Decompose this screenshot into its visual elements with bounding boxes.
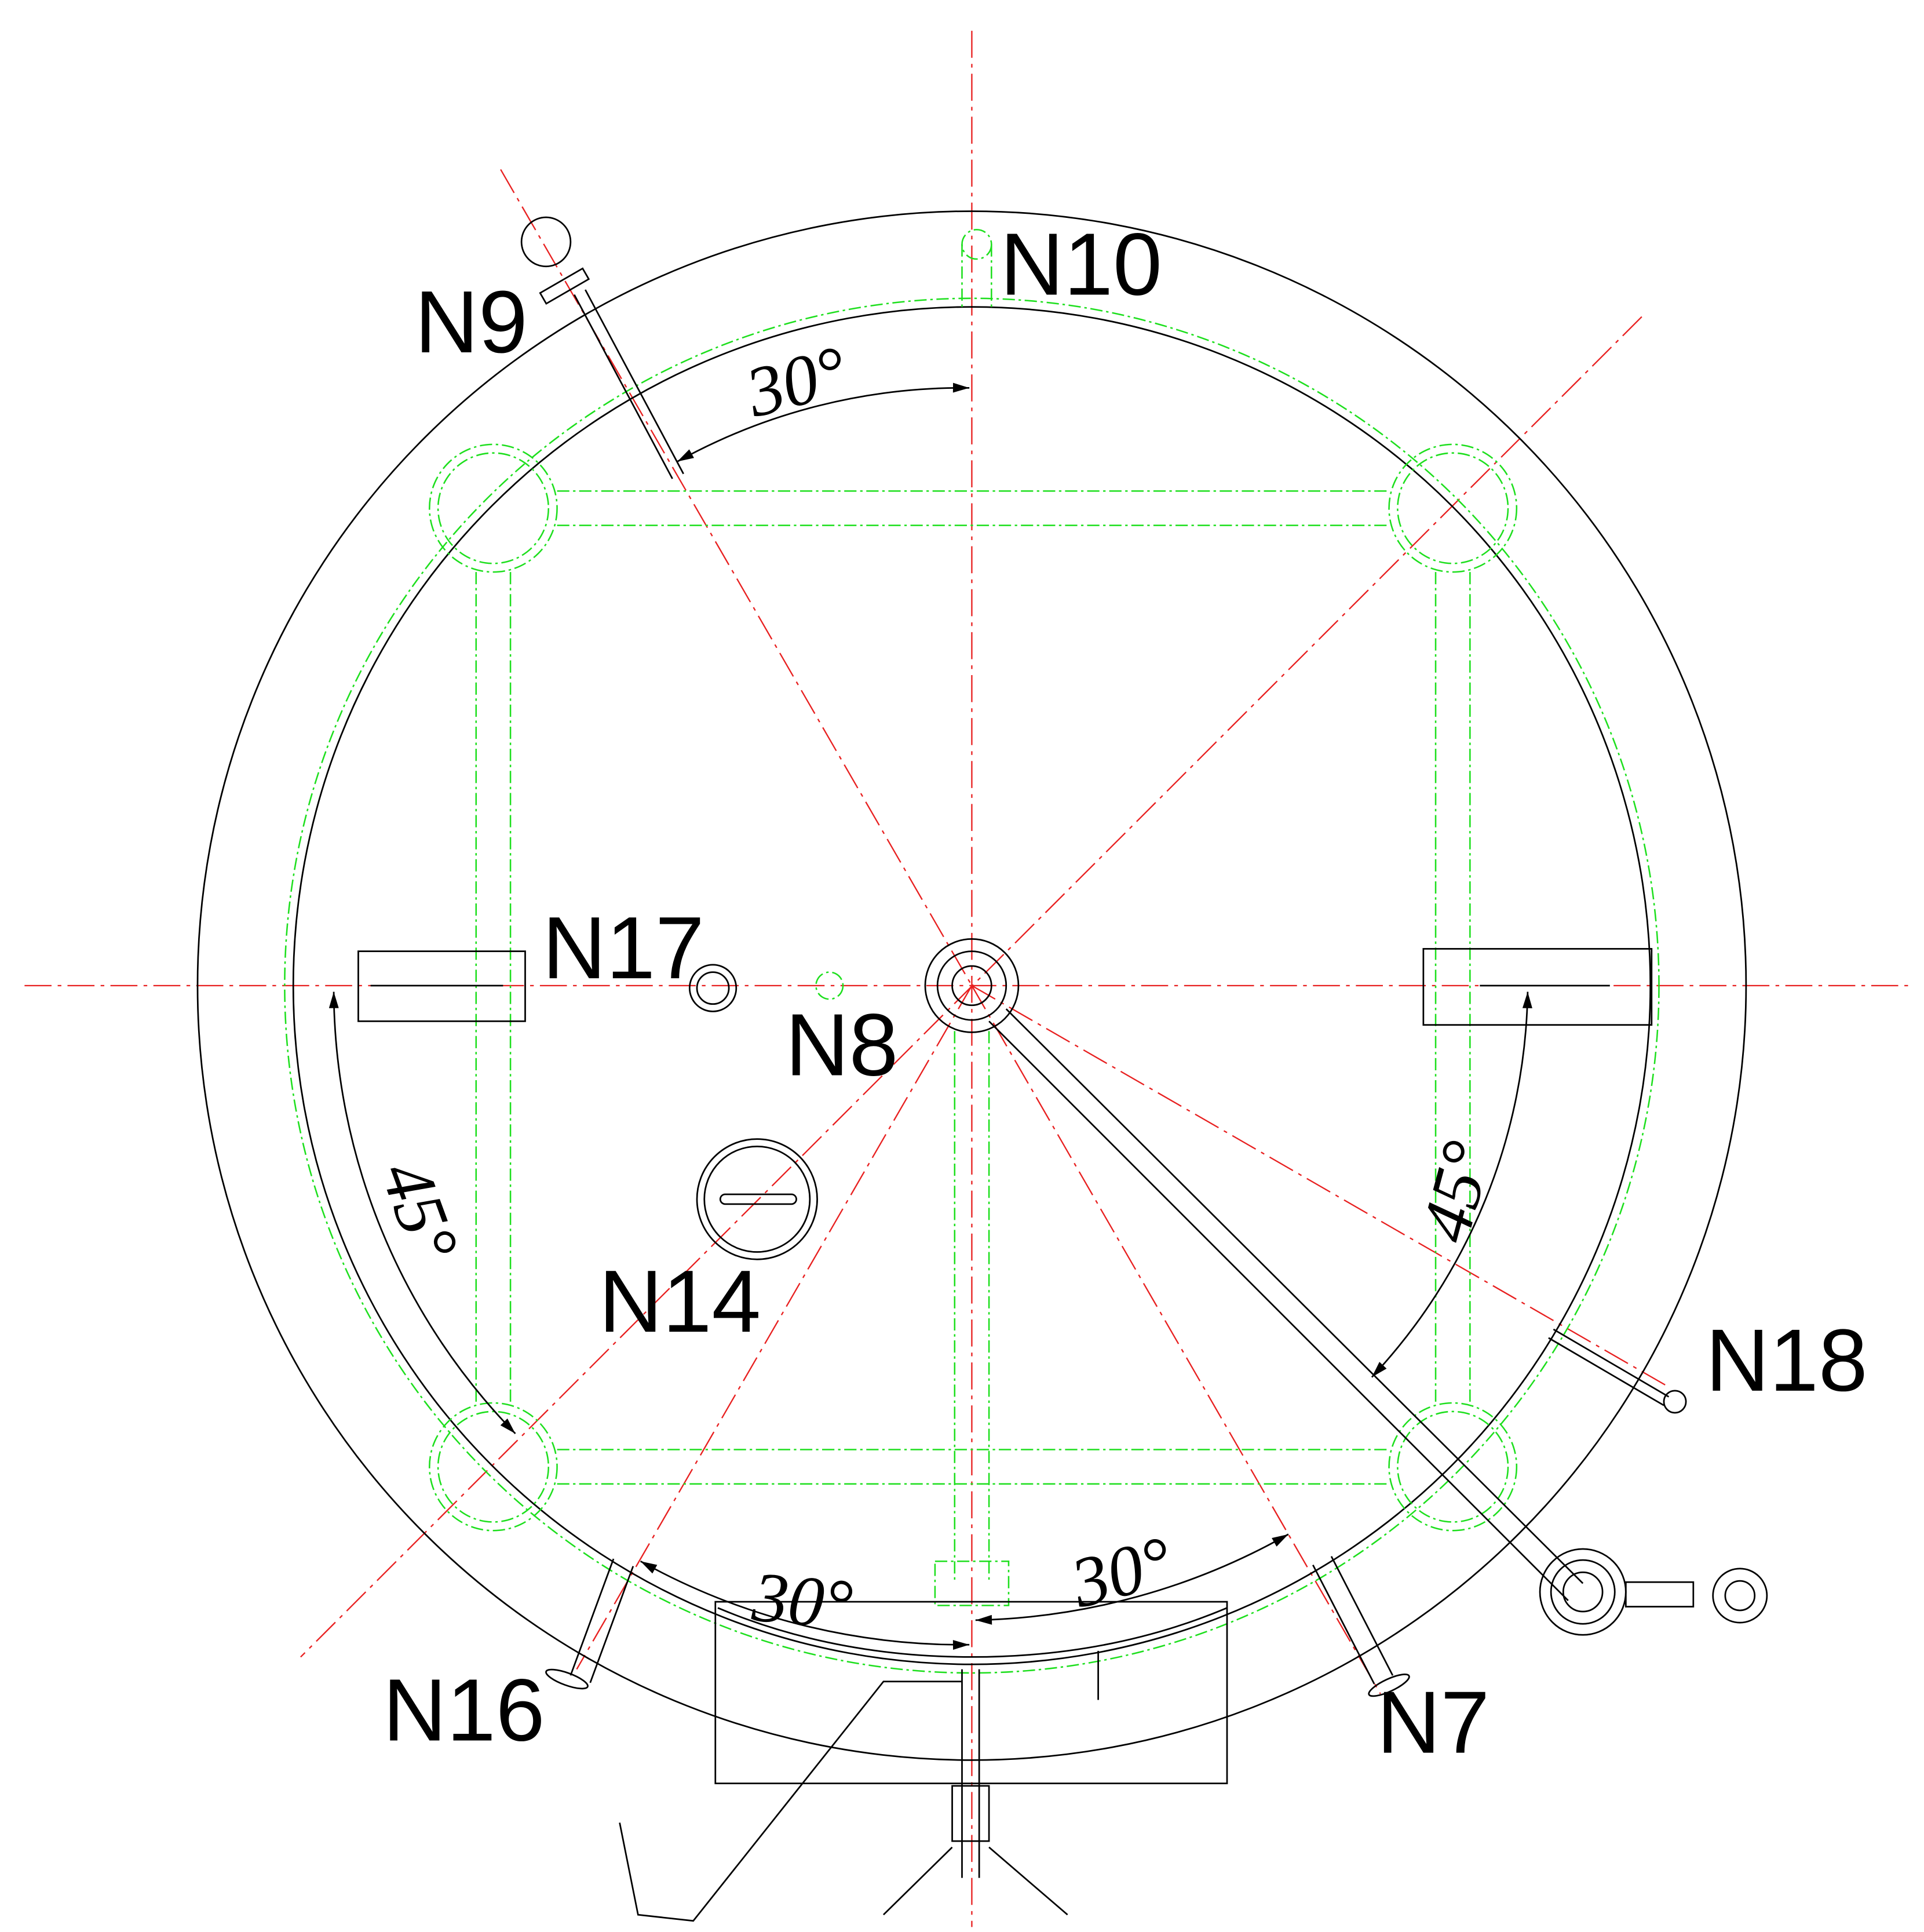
nozzle-shapes-part [1549,1338,1664,1405]
nozzle-shapes-part [544,1666,590,1693]
angle-label: 30° [749,1557,856,1645]
nozzle-shapes-part [620,1682,1068,1921]
support-frame-part [1397,1412,1508,1522]
nozzle-shapes-part [952,1786,990,1841]
support-frame [429,444,1517,1606]
nozzle-label: N14 [599,1252,761,1351]
nozzle-shapes-part [1553,1329,1669,1397]
nozzle-label: N18 [1706,1311,1868,1410]
nozzle-label: N7 [1377,1674,1489,1772]
nozzle-shapes-part [574,294,672,479]
center-lines-part [501,169,972,985]
nozzle-label: N10 [1000,215,1162,314]
nozzle-shapes-part [1313,1565,1374,1684]
support-frame-part [1389,444,1517,572]
nozzle-label: N9 [415,273,528,371]
nozzle-shapes-part [1006,1009,1583,1583]
nozzle-shapes-part [1540,1549,1626,1635]
nozzle-shapes-part [1331,1556,1393,1675]
nozzle-label: N17 [542,899,704,997]
drawing: N10 N9 N17 N8 N14 N18 N16 N7 30° 45° 45°… [0,0,1924,1932]
nozzle-shapes-part [571,1559,614,1675]
nozzle-shapes-part [1713,1569,1767,1623]
nozzle-label: N8 [786,996,899,1095]
nozzle-shapes-part [697,1139,817,1260]
nozzle-shapes-part [590,1566,633,1683]
angle-label: 30° [1063,1521,1180,1623]
nozzle-shapes-part [1664,1391,1686,1413]
nozzle-shapes-part [1423,949,1652,1025]
angle-label: 30° [738,330,855,432]
nozzle-shapes-part [540,268,589,304]
center-lines-part [972,986,1669,1387]
nozzle-shapes-part [521,217,571,267]
support-frame-part [1397,453,1508,564]
support-frame-part [1389,1403,1517,1530]
angle-label: 45° [366,1151,474,1271]
angle-label: 45° [1405,1133,1507,1250]
nozzle-shapes-part [989,1021,1568,1601]
nozzle-shapes [358,217,1766,1921]
dimension-arcs [334,388,1528,1645]
nozzle-shapes-part [962,229,992,259]
center-lines [24,31,1914,1927]
nozzle-shapes-part [1725,1581,1755,1610]
nozzle-shapes-part [1563,1572,1602,1612]
nozzle-shapes-part [1626,1582,1693,1606]
nozzle-shapes-part [585,290,683,474]
nozzle-label: N16 [383,1661,545,1759]
